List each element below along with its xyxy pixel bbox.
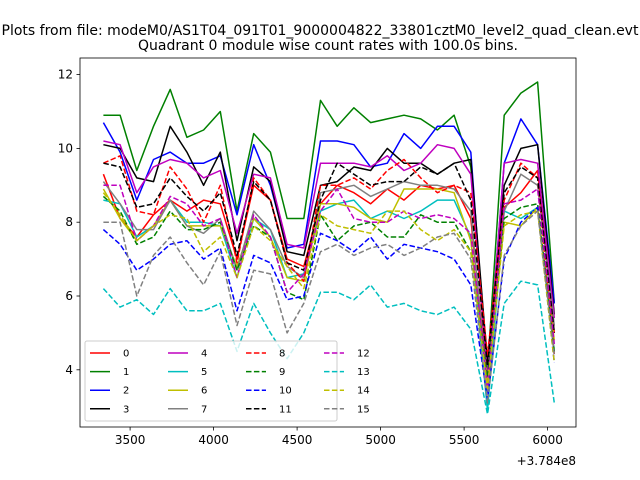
legend-label-1: 1 [123, 367, 129, 378]
x-tick-label: 5500 [449, 433, 480, 447]
legend-label-2: 2 [123, 386, 129, 397]
series-line-14 [102, 192, 556, 390]
legend-label-3: 3 [123, 404, 129, 415]
series-line-8 [103, 155, 556, 356]
legend-label-11: 11 [279, 404, 292, 415]
axes-frame [79, 57, 577, 428]
series-line-13 [102, 280, 556, 415]
y-tick-label: 4 [65, 363, 73, 377]
x-axis: 3500 4000 4500 5000 5500 6000 [115, 427, 563, 447]
x-tick-label: 6000 [532, 433, 563, 447]
series-line-10 [102, 206, 556, 401]
legend-label-14: 14 [357, 386, 370, 397]
y-tick-label: 8 [65, 215, 73, 229]
legend-label-13: 13 [357, 367, 370, 378]
legend-label-15: 15 [357, 404, 370, 415]
legend-label-6: 6 [201, 386, 207, 397]
y-tick-label: 6 [65, 289, 73, 303]
x-tick-label: 5000 [365, 433, 396, 447]
legend-label-8: 8 [279, 349, 285, 360]
x-tick-label: 4000 [198, 433, 229, 447]
legend-label-12: 12 [357, 349, 370, 360]
legend-label-5: 5 [201, 367, 207, 378]
legend-label-4: 4 [201, 349, 207, 360]
legend-box [84, 340, 338, 422]
figure-suptitle: Plots from file: modeM0/AS1T04_091T01_90… [2, 23, 639, 39]
series-layer [102, 81, 556, 415]
series-line-15 [103, 210, 556, 404]
legend-label-7: 7 [201, 404, 207, 415]
series-line-11 [103, 162, 556, 367]
x-offset-label: +3.784e8 [517, 454, 576, 468]
x-tick-label: 4500 [282, 433, 313, 447]
series-line-12 [103, 184, 556, 390]
chart-title: Quadrant 0 module wise count rates with … [138, 38, 518, 54]
legend-label-0: 0 [123, 349, 129, 360]
series-line-9 [102, 195, 556, 378]
series-line-7 [102, 173, 556, 393]
x-tick-label: 3500 [115, 433, 146, 447]
legend-label-10: 10 [279, 386, 292, 397]
series-line-3 [103, 125, 556, 364]
y-tick-label: 10 [58, 141, 73, 155]
y-axis: 4 6 8 10 12 [58, 68, 80, 377]
legend-label-9: 9 [279, 367, 285, 378]
y-tick-label: 12 [58, 68, 73, 82]
